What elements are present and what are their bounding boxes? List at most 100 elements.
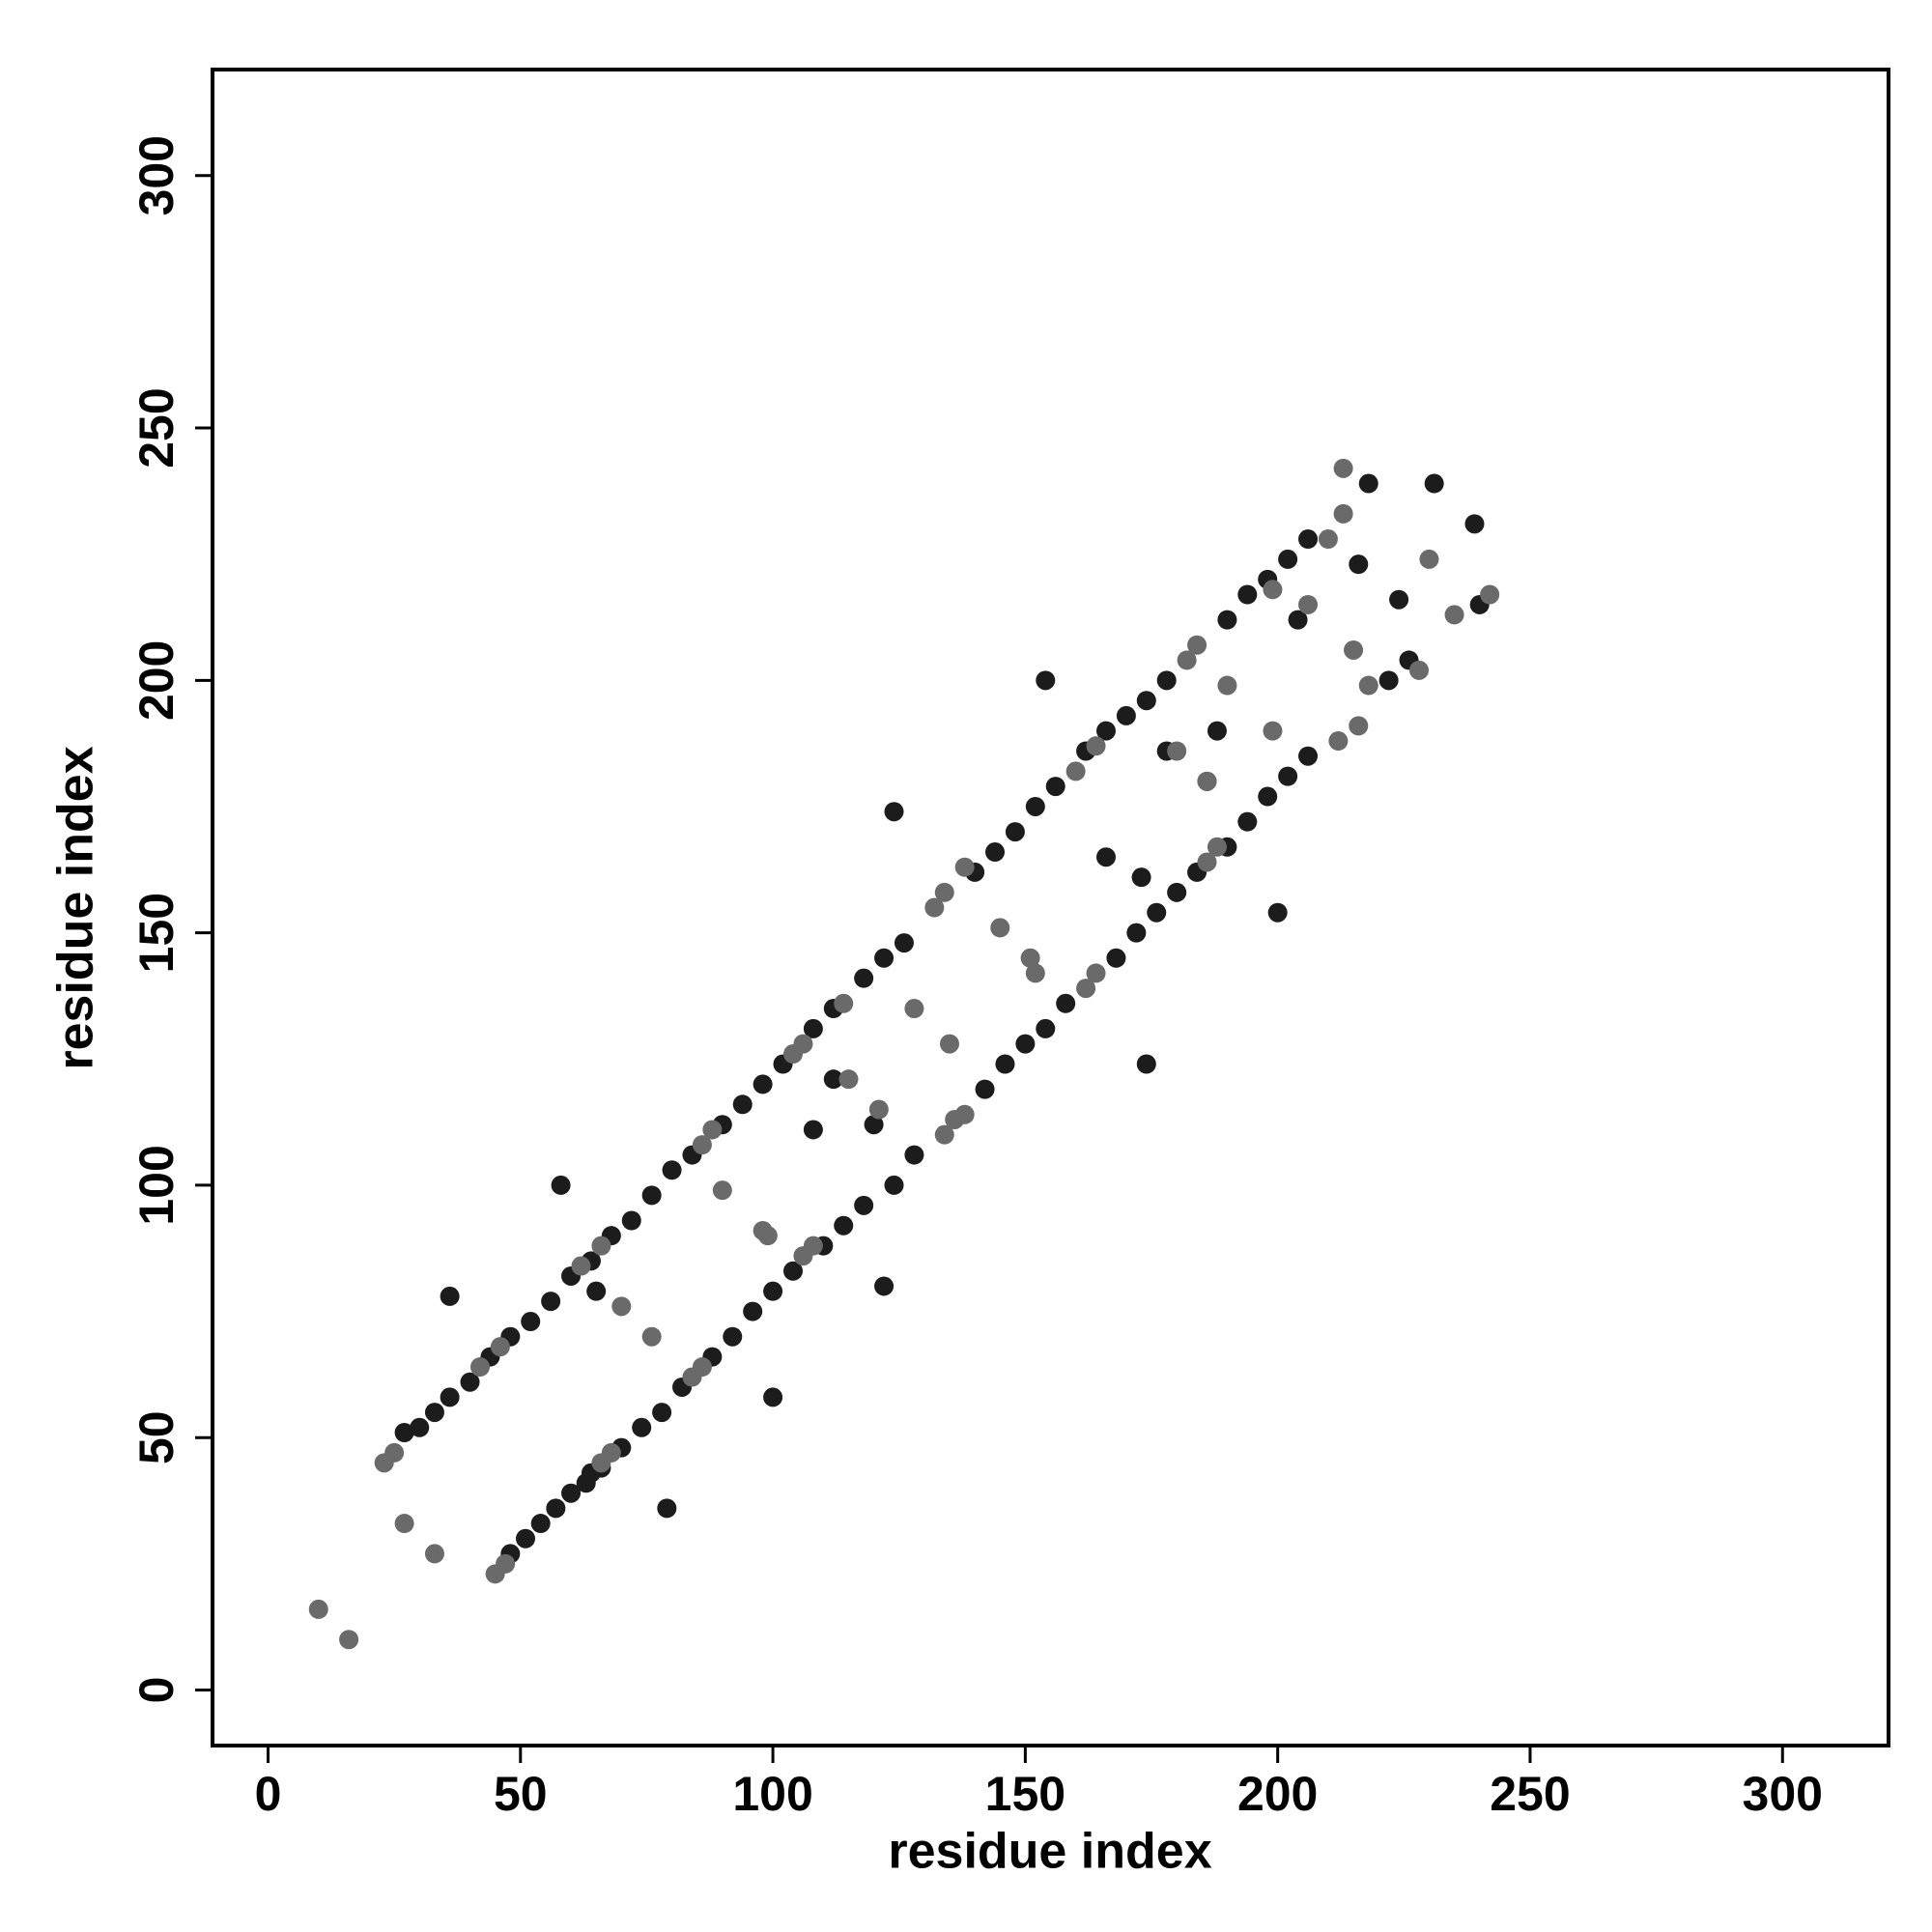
point [823,1069,843,1090]
point [753,1220,773,1240]
point [1267,902,1288,923]
point [530,1514,551,1534]
point [1167,882,1187,902]
y-tick-label: 0 [129,1677,184,1704]
point [954,857,975,877]
point [1187,635,1208,655]
point [490,1337,510,1357]
point [1126,923,1147,943]
point [1258,786,1278,807]
x-tick-label: 300 [1743,1767,1823,1821]
point [854,968,874,988]
point [838,1069,859,1090]
point [1263,721,1283,741]
point [975,1079,995,1099]
point [763,1281,783,1301]
point [1025,796,1045,816]
point [1349,716,1369,736]
point [793,1034,813,1054]
point [611,1296,632,1317]
point [1065,761,1086,781]
y-tick-label: 250 [129,387,184,468]
point [803,1236,823,1256]
point [621,1210,641,1231]
point [571,1256,591,1276]
x-tick-label: 200 [1237,1767,1318,1821]
point [1095,721,1116,741]
point [934,1124,954,1145]
point [1036,1018,1056,1038]
point [1288,610,1308,630]
point [934,882,954,902]
point [1207,721,1227,741]
point [1298,594,1319,614]
y-axis-title: residue index [48,746,104,1069]
point [1095,847,1116,867]
point [803,1120,823,1140]
point [954,1104,975,1124]
point [339,1630,359,1650]
point [702,1120,723,1140]
point [1217,675,1237,696]
point [1333,503,1353,524]
point [1156,670,1177,691]
point [652,1403,672,1423]
point [712,1180,732,1201]
point [662,1160,682,1180]
point [1005,822,1025,842]
point [601,1442,621,1463]
x-tick-label: 100 [732,1767,812,1821]
point [1263,580,1283,600]
point [1207,837,1227,857]
point [1358,473,1378,494]
point [424,1544,444,1564]
y-tick-label: 50 [129,1410,184,1464]
point [763,1387,783,1407]
plot-frame [211,68,1890,1747]
point [1278,766,1298,786]
point [743,1301,763,1321]
point [1419,549,1439,569]
point [874,948,895,968]
point [308,1599,328,1619]
point [1116,705,1136,725]
point [1278,549,1298,569]
point [1136,1054,1156,1074]
y-tick-label: 100 [129,1145,184,1225]
point [1136,691,1156,711]
point [939,1034,959,1054]
point [1344,639,1364,660]
x-tick-label: 250 [1490,1767,1570,1821]
point [496,1553,516,1574]
point [732,1094,753,1115]
x-tick-label: 0 [255,1767,282,1821]
point [460,1372,480,1392]
point [1333,458,1353,478]
point [1349,554,1369,575]
point [1237,811,1258,832]
y-tick-label: 300 [129,135,184,215]
point [1131,867,1151,888]
point [1045,777,1065,797]
point [551,1175,571,1195]
point [521,1312,541,1332]
point [1318,529,1338,550]
point [904,1145,924,1165]
point [1020,948,1040,968]
point [874,1276,895,1296]
point [692,1357,712,1378]
point [1167,741,1187,761]
point [1389,589,1409,610]
point [1197,771,1217,791]
point [1328,731,1349,752]
x-axis-title: residue index [888,1824,1211,1880]
point [803,1018,823,1038]
point [1298,746,1319,766]
point [904,999,924,1019]
point [995,1054,1015,1074]
point [632,1417,652,1437]
point [1177,650,1197,670]
point [586,1281,607,1301]
point [1408,660,1429,680]
